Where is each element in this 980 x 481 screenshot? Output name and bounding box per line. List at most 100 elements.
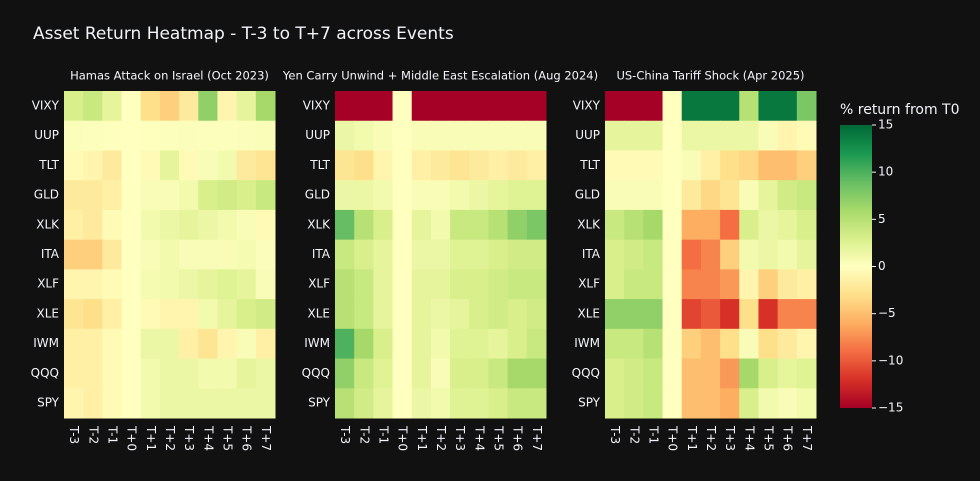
y-tick-label: XLK	[577, 217, 601, 231]
heatmap-cell	[469, 358, 489, 389]
y-tick-label: IWM	[574, 336, 600, 350]
heatmap-cell	[739, 239, 759, 270]
heatmap-cell	[739, 269, 759, 300]
heatmap-cell	[373, 388, 394, 419]
heatmap-cell	[121, 299, 142, 330]
heatmap-cell	[605, 358, 625, 389]
heatmap-cell	[700, 209, 721, 241]
heatmap-cell	[255, 358, 276, 389]
heatmap-cell	[605, 388, 625, 419]
heatmap-cell	[605, 180, 625, 211]
heatmap-cell	[488, 299, 509, 330]
y-tick-label: XLE	[308, 306, 331, 320]
heatmap-cell	[411, 150, 432, 181]
heatmap-cell	[64, 91, 84, 122]
x-tick-label: T+0	[125, 425, 139, 451]
y-tick-label: UUP	[575, 128, 600, 142]
heatmap-cell	[179, 388, 199, 419]
heatmap-cell	[450, 239, 470, 270]
x-tick-label: T+1	[685, 425, 699, 451]
heatmap-cell	[411, 269, 432, 300]
y-tick-label: QQQ	[302, 366, 330, 380]
heatmap-cell	[605, 209, 625, 241]
y-tick-label: XLK	[36, 217, 60, 231]
heatmap-cell	[430, 299, 451, 330]
heatmap-cell	[255, 209, 276, 241]
heatmap-cell	[796, 120, 817, 151]
heatmap-cell	[140, 209, 161, 241]
heatmap-cell	[758, 150, 779, 181]
heatmap-cell	[83, 299, 103, 330]
heatmap-cell	[64, 328, 84, 360]
heatmap-cell	[255, 150, 276, 181]
heatmap-cell	[739, 328, 759, 360]
heatmap-cell	[159, 388, 180, 419]
chart-title: Asset Return Heatmap - T-3 to T+7 across…	[33, 24, 454, 44]
x-tick-label: T+1	[144, 425, 158, 451]
heatmap-cell	[335, 239, 355, 270]
colorbar-tick-label: −10	[878, 353, 903, 367]
heatmap-cell	[354, 269, 374, 300]
heatmap-cell	[624, 209, 644, 241]
heatmap-cell	[373, 150, 394, 181]
y-tick-label: ITA	[41, 247, 60, 261]
heatmap-cell	[643, 180, 664, 211]
heatmap-cell	[102, 328, 123, 360]
heatmap-cell	[236, 388, 257, 419]
heatmap-cell	[700, 269, 721, 300]
heatmap-cell	[121, 180, 142, 211]
heatmap-cell	[392, 388, 413, 419]
x-tick-label: T-1	[646, 425, 660, 444]
heatmap-cell	[488, 239, 509, 270]
heatmap-cell	[373, 328, 394, 360]
heatmap-cell	[662, 269, 683, 300]
heatmap-cell	[179, 299, 199, 330]
heatmap-cell	[643, 91, 664, 122]
x-tick-label: T+6	[511, 425, 525, 451]
heatmap-cell	[411, 120, 432, 151]
heatmap-cell	[796, 328, 817, 360]
heatmap-cell	[624, 358, 644, 389]
heatmap-cell	[526, 91, 547, 122]
heatmap-cell	[681, 120, 702, 151]
heatmap-cell	[335, 180, 355, 211]
x-tick-label: T+0	[396, 425, 410, 451]
heatmap-cell	[643, 269, 664, 300]
heatmap-cell	[392, 299, 413, 330]
heatmap-cell	[662, 209, 683, 241]
heatmap-cell	[720, 91, 740, 122]
heatmap-cell	[507, 388, 528, 419]
heatmap-cell	[373, 91, 394, 122]
heatmap-cell	[469, 120, 489, 151]
heatmap-cell	[526, 239, 547, 270]
heatmap-cell	[469, 91, 489, 122]
heatmap-cell	[681, 299, 702, 330]
heatmap-cell	[624, 180, 644, 211]
heatmap-cell	[411, 209, 432, 241]
heatmap-cell	[159, 150, 180, 181]
x-tick-label: T+5	[492, 425, 506, 451]
y-tick-label: VIXY	[303, 98, 331, 112]
heatmap-cell	[758, 358, 779, 389]
heatmap-cell	[121, 239, 142, 270]
x-tick-label: T+7	[259, 425, 273, 451]
subplot-title: US-China Tariff Shock (Apr 2025)	[616, 69, 804, 83]
y-tick-label: TLT	[579, 158, 600, 172]
heatmap-cell	[83, 358, 103, 389]
heatmap-cell	[102, 180, 123, 211]
heatmap-cell	[739, 358, 759, 389]
heatmap-cell	[198, 358, 218, 389]
heatmap-cell	[159, 239, 180, 270]
heatmap-cell	[255, 388, 276, 419]
x-tick-label: T+3	[453, 425, 467, 451]
y-tick-label: XLK	[307, 217, 331, 231]
heatmap-cell	[700, 239, 721, 270]
heatmap-cell	[488, 388, 509, 419]
heatmap-cell	[624, 299, 644, 330]
heatmap-cell	[217, 91, 238, 122]
heatmap-cell	[796, 91, 817, 122]
colorbar-tick-label: 0	[878, 259, 886, 273]
heatmap-cell	[121, 120, 142, 151]
heatmap-cell	[373, 180, 394, 211]
heatmap-cell	[198, 120, 218, 151]
